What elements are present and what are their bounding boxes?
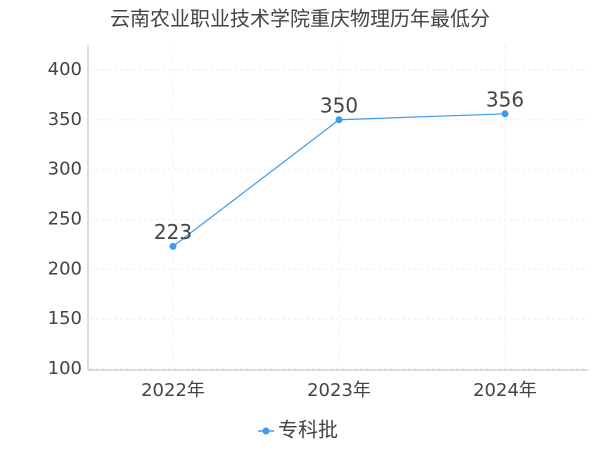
legend-marker — [262, 427, 270, 435]
data-label: 223 — [154, 220, 192, 244]
y-tick-label: 200 — [48, 258, 82, 279]
chart-title: 云南农业职业技术学院重庆物理历年最低分 — [110, 7, 490, 31]
data-label: 356 — [486, 87, 524, 111]
data-point — [169, 242, 177, 250]
data-label: 350 — [320, 93, 358, 117]
y-tick-label: 300 — [48, 159, 82, 180]
y-tick-label: 400 — [48, 59, 82, 80]
x-tick-label: 2022年 — [141, 380, 205, 401]
data-point — [501, 110, 509, 118]
x-tick-label: 2023年 — [307, 380, 371, 401]
y-tick-label: 100 — [48, 358, 82, 379]
data-point — [335, 116, 343, 124]
y-tick-label: 350 — [48, 109, 82, 130]
y-tick-label: 150 — [48, 308, 82, 329]
legend-label: 专科批 — [278, 418, 338, 442]
y-tick-label: 250 — [48, 208, 82, 229]
x-tick-label: 2024年 — [473, 380, 537, 401]
